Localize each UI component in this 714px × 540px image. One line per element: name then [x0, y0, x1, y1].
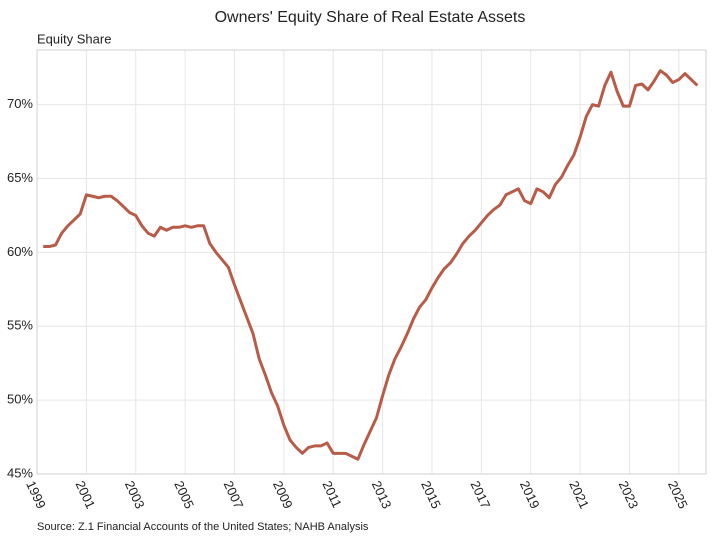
x-tick-label: 2019 — [517, 478, 543, 511]
y-tick-label: 55% — [7, 318, 33, 333]
y-tick-label: 70% — [7, 96, 33, 111]
x-tick-label: 2007 — [221, 478, 247, 511]
x-tick-label: 2023 — [616, 478, 642, 511]
chart-title: Owners' Equity Share of Real Estate Asse… — [215, 9, 526, 26]
y-tick-label: 50% — [7, 392, 33, 407]
y-axis-title: Equity Share — [37, 31, 111, 46]
y-tick-label: 65% — [7, 170, 33, 185]
y-tick-label: 60% — [7, 244, 33, 259]
x-tick-label: 2005 — [171, 478, 197, 511]
x-tick-label: 2011 — [319, 478, 344, 510]
x-tick-label: 2003 — [122, 478, 148, 511]
x-tick-label: 1999 — [23, 478, 49, 511]
x-tick-label: 2017 — [468, 478, 494, 511]
x-tick-label: 2009 — [270, 478, 296, 511]
source-note: Source: Z.1 Financial Accounts of the Un… — [37, 521, 369, 533]
x-tick-label: 2013 — [369, 478, 395, 511]
x-tick-label: 2021 — [566, 478, 592, 511]
data-line — [43, 69, 699, 461]
plot-frame — [36, 49, 707, 475]
y-tick-label: 45% — [7, 465, 33, 480]
x-tick-label: 2025 — [665, 478, 691, 511]
x-tick-label: 2015 — [418, 478, 444, 511]
x-tick-label: 2001 — [73, 478, 99, 511]
